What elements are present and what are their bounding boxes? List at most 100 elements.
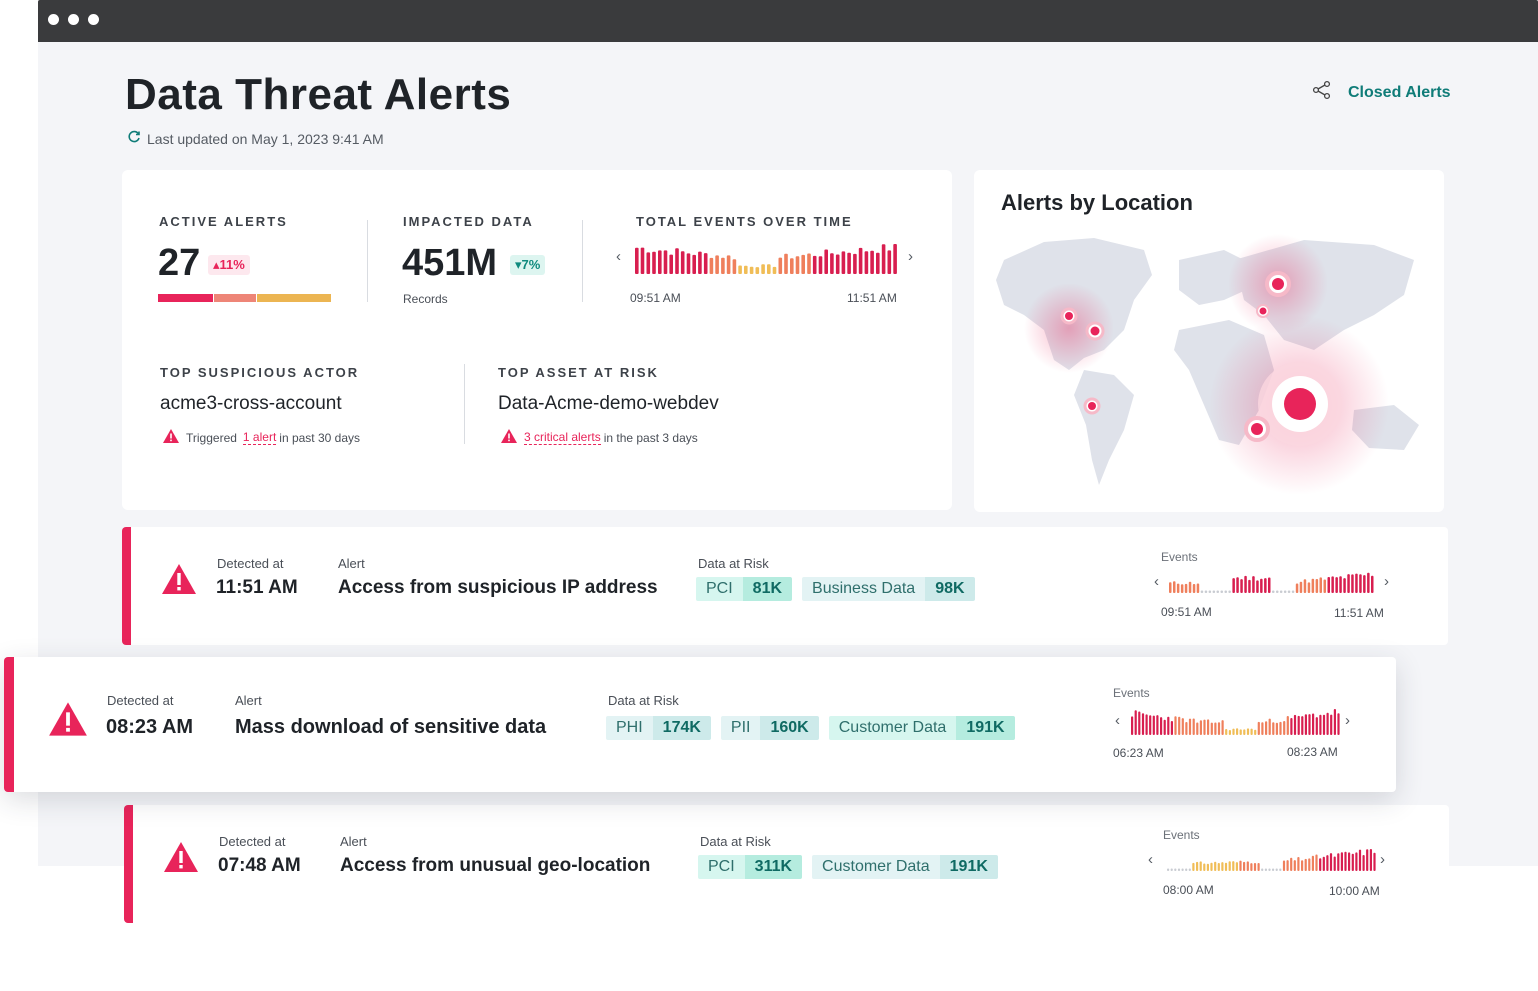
chevron-left-icon[interactable]: ‹: [1115, 712, 1120, 729]
sparkline-bar: [1214, 722, 1217, 735]
sparkline-bar: [1287, 590, 1291, 593]
data-tag-count: 98K: [925, 577, 975, 601]
sparkline-bar: [686, 253, 691, 274]
data-at-risk-label: Data at Risk: [698, 556, 769, 571]
chevron-right-icon[interactable]: ›: [1380, 851, 1385, 868]
sparkline-bar: [1212, 590, 1216, 593]
sparkline-bar: [1188, 868, 1191, 871]
closed-alerts-link[interactable]: Closed Alerts: [1312, 80, 1451, 105]
data-tag[interactable]: Customer Data 191K: [828, 716, 1015, 740]
last-updated: Last updated on May 1, 2023 9:41 AM: [127, 130, 384, 147]
sparkline-bar: [1184, 583, 1188, 593]
top-actor-alert-link[interactable]: 1 alert: [242, 430, 277, 445]
alert-title[interactable]: Access from unusual geo-location: [340, 855, 651, 876]
sparkline-bar: [1261, 868, 1264, 871]
sparkline-bar: [1283, 590, 1287, 593]
data-tag-type: Customer Data: [812, 855, 940, 879]
sparkline-bar: [1174, 868, 1177, 871]
sparkline-bar: [675, 248, 679, 274]
alert-row[interactable]: Detected at 11:51 AM Alert Access from s…: [122, 527, 1448, 645]
window-control-dot[interactable]: [48, 14, 59, 25]
sparkline-bar: [767, 264, 771, 274]
data-tag[interactable]: PCI 81K: [696, 577, 793, 601]
events-label: Events: [1161, 550, 1198, 564]
sparkline-bar: [1261, 722, 1264, 735]
sparkline-bar: [1248, 579, 1251, 593]
sparkline-bar: [658, 250, 662, 274]
top-asset-name[interactable]: Data-Acme-demo-webdev: [498, 393, 719, 414]
sparkline-bar: [1192, 584, 1196, 593]
chevron-right-icon[interactable]: ›: [1384, 573, 1389, 590]
window-control-dot[interactable]: [68, 14, 79, 25]
alert-row[interactable]: Detected at 07:48 AM Alert Access from u…: [124, 805, 1449, 923]
data-tag[interactable]: PHI 174K: [606, 716, 711, 740]
sparkline-bar: [1293, 714, 1297, 735]
refresh-icon[interactable]: [127, 130, 141, 147]
events-start-time: 09:51 AM: [1161, 605, 1212, 619]
sparkline-bar: [1343, 578, 1346, 593]
sparkline-bar: [1323, 579, 1326, 593]
sparkline-bar: [841, 251, 846, 274]
top-asset-alert-link[interactable]: 3 critical alerts: [524, 430, 601, 445]
chevron-right-icon[interactable]: ›: [908, 248, 913, 265]
top-actor-name[interactable]: acme3-cross-account: [160, 393, 342, 414]
active-alerts-delta-value: 11%: [219, 257, 245, 272]
sparkline-bar: [858, 247, 863, 274]
sparkline-bar: [1221, 720, 1224, 735]
sparkline-bar: [1366, 849, 1369, 871]
sparkline-bar: [1203, 863, 1206, 871]
data-tag[interactable]: PCI 311K: [698, 855, 803, 879]
alert-title[interactable]: Mass download of sensitive data: [235, 716, 547, 738]
detected-label: Detected at: [107, 693, 174, 708]
sparkline-bar: [1203, 719, 1206, 735]
sparkline-bar: [1319, 858, 1322, 871]
sparkline-bar: [1217, 722, 1221, 735]
divider: [582, 220, 583, 302]
sparkline-bar: [1275, 722, 1278, 735]
data-tag[interactable]: Business Data 98K: [802, 577, 975, 601]
sparkline-bar: [1163, 719, 1166, 735]
sparkline-bar: [1196, 583, 1200, 593]
data-tag[interactable]: PII 160K: [720, 716, 819, 740]
sparkline-bar: [1260, 578, 1263, 593]
top-actor-note: Triggered 1 alert in past 30 days: [162, 428, 360, 447]
divider: [367, 220, 368, 302]
sparkline-bar: [1299, 581, 1303, 593]
sparkline-bar: [1239, 729, 1242, 735]
sparkline-bar: [1240, 579, 1243, 593]
sparkline-bar: [1173, 581, 1176, 593]
sparkline-bar: [1290, 718, 1293, 735]
sparkline-bar: [1335, 577, 1338, 593]
sparkline-bar: [1131, 716, 1134, 735]
sparkline-bar: [1295, 583, 1299, 593]
data-tag-type: PHI: [606, 716, 653, 740]
sparkline-bar: [635, 247, 639, 274]
sparkline-bar: [1228, 730, 1231, 735]
sparkline-bar: [715, 255, 719, 274]
sparkline-bar: [807, 253, 811, 274]
sparkline-bar: [1204, 590, 1208, 593]
sparkline-bar: [1308, 714, 1311, 735]
alert-title[interactable]: Access from suspicious IP address: [338, 577, 658, 598]
sparkline-bar: [1348, 852, 1351, 871]
sparkline-bar: [1279, 590, 1283, 593]
events-sparkline: [1169, 572, 1374, 593]
sparkline-bar: [1283, 721, 1286, 735]
chevron-right-icon[interactable]: ›: [1345, 712, 1350, 729]
sparkline-bar: [1331, 576, 1334, 593]
events-start-time: 09:51 AM: [630, 291, 681, 305]
alert-row-highlighted[interactable]: Detected at 08:23 AM Alert Mass download…: [4, 657, 1396, 792]
sparkline-bar: [1217, 863, 1220, 871]
chevron-left-icon[interactable]: ‹: [1148, 851, 1153, 868]
chevron-left-icon[interactable]: ‹: [616, 248, 621, 265]
sparkline-bar: [1253, 863, 1257, 871]
alert-warning-icon: [163, 841, 199, 878]
sparkline-bar: [784, 253, 788, 274]
last-updated-text: Last updated on May 1, 2023 9:41 AM: [147, 130, 384, 147]
chevron-left-icon[interactable]: ‹: [1154, 573, 1159, 590]
sparkline-bar: [1257, 863, 1260, 871]
data-tag[interactable]: Customer Data 191K: [812, 855, 998, 879]
window-control-dot[interactable]: [88, 14, 99, 25]
detected-label: Detected at: [217, 556, 284, 571]
sparkline-bar: [1206, 863, 1209, 871]
